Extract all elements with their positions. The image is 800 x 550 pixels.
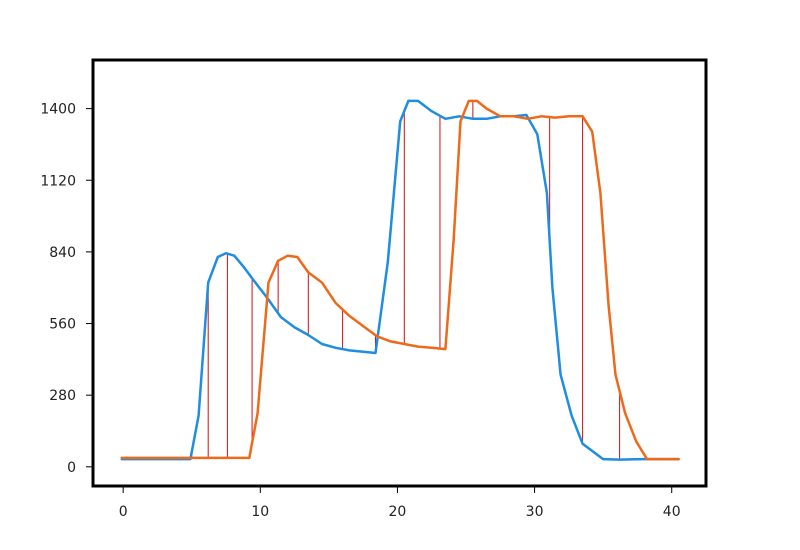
y-tick-label-2: 560 [49, 317, 76, 333]
y-tick-label-5: 1400 [40, 102, 76, 118]
x-tick-label-4: 40 [663, 504, 681, 520]
plot-frame [91, 58, 708, 488]
axes: 0 10 20 30 40 0 280 560 840 1120 1400 [40, 102, 680, 520]
x-tick-label-3: 30 [526, 504, 544, 520]
y-tick-label-3: 840 [49, 245, 76, 261]
y-tick-label-4: 1120 [40, 173, 76, 189]
x-tick-label-1: 10 [251, 504, 269, 520]
series-line-0 [120, 99, 680, 461]
x-tick-label-2: 20 [389, 504, 407, 520]
connector-lines [191, 100, 621, 460]
y-tick-label-0: 0 [67, 460, 76, 476]
y-tick-label-1: 280 [49, 388, 76, 404]
series-line-1 [120, 99, 680, 461]
series-lines [120, 99, 680, 461]
x-tick-label-0: 0 [119, 504, 128, 520]
